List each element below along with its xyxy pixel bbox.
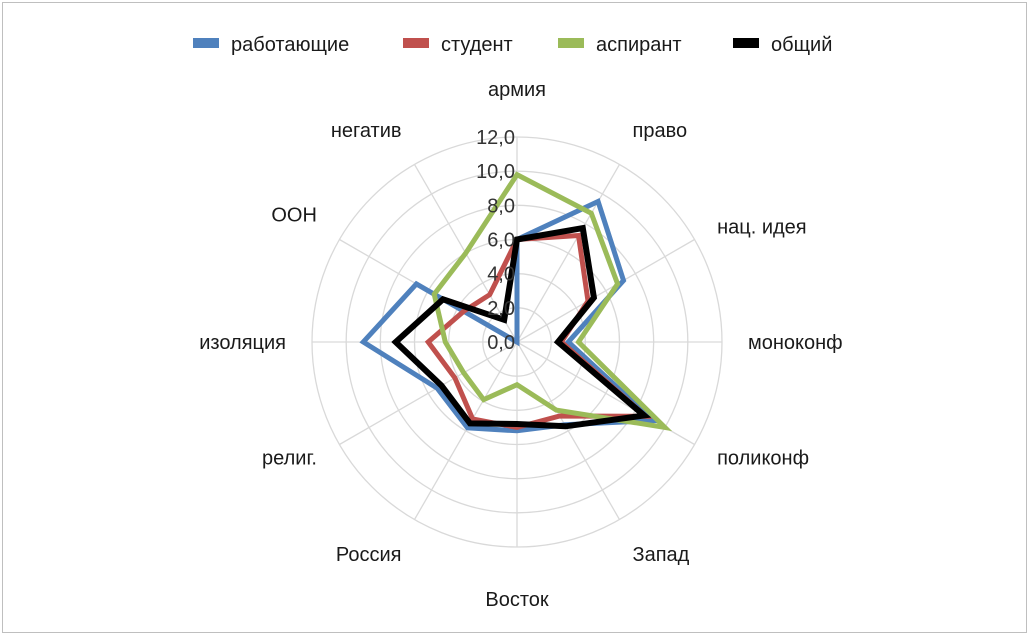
grid-spoke-1 [516, 164, 621, 343]
category-label: армия [488, 79, 546, 101]
series-group [359, 171, 673, 434]
category-label: Запад [633, 544, 690, 566]
category-label: Восток [485, 589, 549, 611]
category-label: религ. [262, 448, 317, 470]
grid-spoke-2 [516, 238, 695, 343]
legend-swatch-2 [558, 38, 584, 48]
category-label: ООН [271, 205, 317, 227]
category-label: негатив [331, 120, 402, 142]
tick-label: 0,0 [487, 332, 515, 354]
radial-tick-labels: 0,0 2,0 4,0 6,0 8,0 10,0 12,0 [476, 127, 515, 354]
grid-spoke-5 [516, 341, 621, 520]
legend: работающие студент аспирант общий [193, 34, 832, 56]
legend-label: общий [771, 34, 832, 56]
tick-label: 8,0 [487, 195, 515, 217]
legend-label: работающие [231, 34, 349, 56]
legend-swatch-1 [403, 38, 429, 48]
tick-label: 12,0 [476, 127, 515, 149]
series-line-2 [431, 171, 673, 432]
category-label: поликонф [717, 448, 809, 470]
category-label: Россия [336, 544, 402, 566]
category-label: право [633, 120, 688, 142]
legend-label: студент [441, 34, 513, 56]
tick-label: 10,0 [476, 161, 515, 183]
category-label: моноконф [748, 332, 843, 354]
grid-spoke-7 [413, 341, 518, 520]
legend-swatch-3 [733, 38, 759, 48]
tick-label: 2,0 [487, 298, 515, 320]
category-label: нац. идея [717, 217, 807, 239]
tick-label: 4,0 [487, 264, 515, 286]
legend-label: аспирант [596, 34, 682, 56]
legend-swatch-0 [193, 38, 219, 48]
series-line-3 [391, 224, 652, 430]
series-line-0 [359, 198, 660, 434]
tick-label: 6,0 [487, 230, 515, 252]
category-label: изоляция [199, 332, 286, 354]
grid-spoke-8 [339, 341, 518, 446]
category-labels: армия право нац. идея моноконф поликонф Запад… [199, 79, 842, 611]
